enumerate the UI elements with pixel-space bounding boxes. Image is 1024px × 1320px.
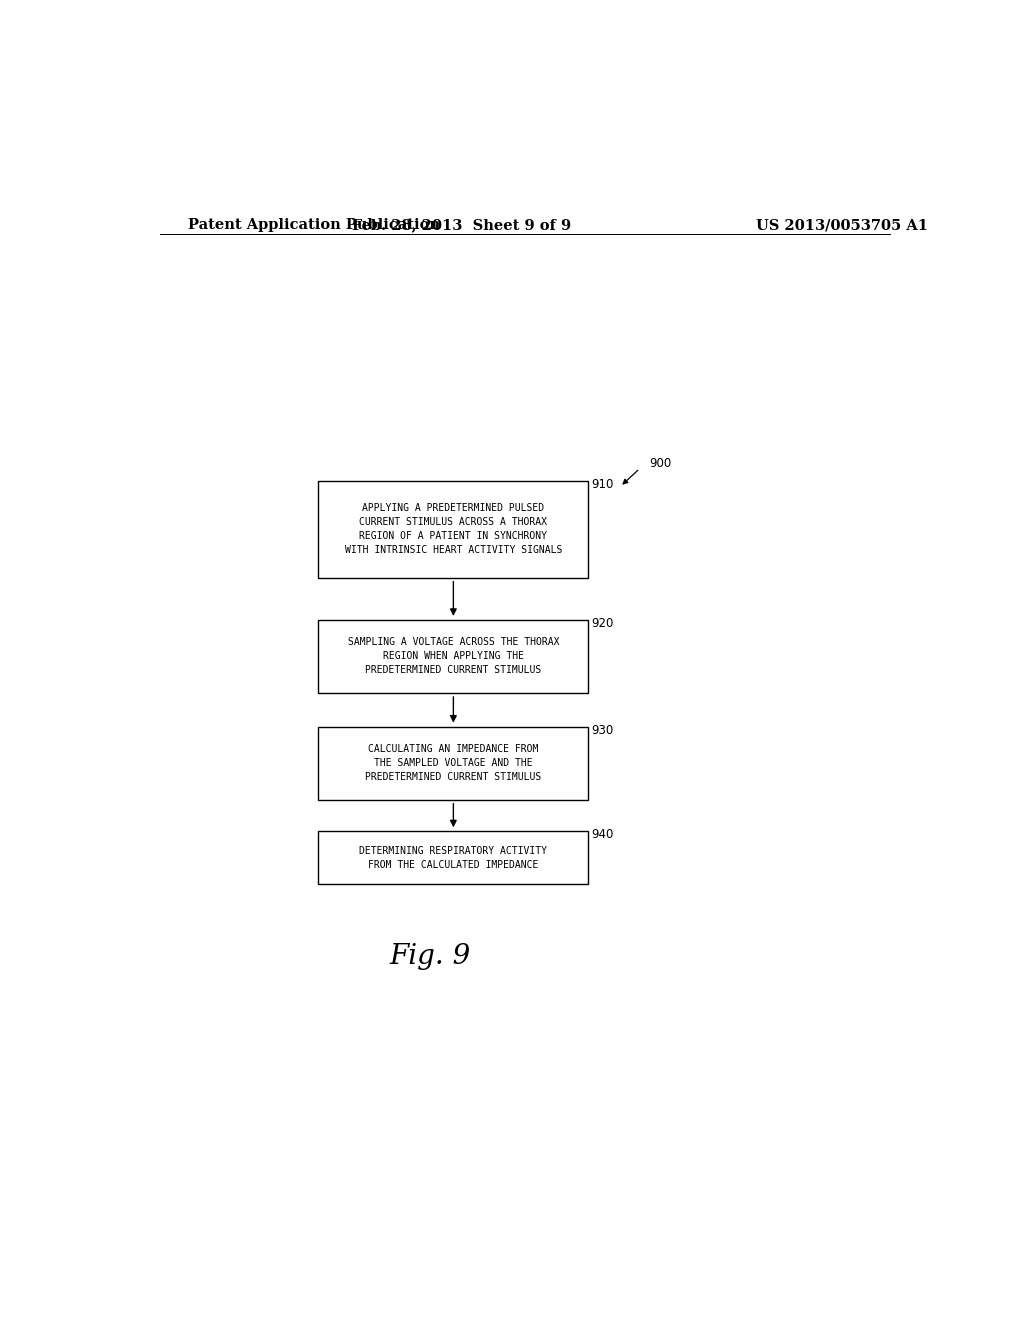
Text: APPLYING A PREDETERMINED PULSED
CURRENT STIMULUS ACROSS A THORAX
REGION OF A PAT: APPLYING A PREDETERMINED PULSED CURRENT …: [345, 503, 562, 556]
Text: CALCULATING AN IMPEDANCE FROM
THE SAMPLED VOLTAGE AND THE
PREDETERMINED CURRENT : CALCULATING AN IMPEDANCE FROM THE SAMPLE…: [366, 744, 542, 783]
Text: SAMPLING A VOLTAGE ACROSS THE THORAX
REGION WHEN APPLYING THE
PREDETERMINED CURR: SAMPLING A VOLTAGE ACROSS THE THORAX REG…: [347, 638, 559, 676]
Bar: [318, 726, 588, 800]
Text: US 2013/0053705 A1: US 2013/0053705 A1: [757, 219, 928, 232]
Bar: [318, 832, 588, 884]
Text: Feb. 28, 2013  Sheet 9 of 9: Feb. 28, 2013 Sheet 9 of 9: [352, 219, 570, 232]
Bar: [318, 480, 588, 578]
Text: 900: 900: [649, 457, 672, 470]
Text: Fig. 9: Fig. 9: [389, 942, 470, 970]
Text: 920: 920: [592, 616, 613, 630]
Text: 910: 910: [592, 478, 613, 491]
Text: 940: 940: [592, 828, 613, 841]
Bar: [318, 620, 588, 693]
Text: Patent Application Publication: Patent Application Publication: [187, 219, 439, 232]
Text: DETERMINING RESPIRATORY ACTIVITY
FROM THE CALCULATED IMPEDANCE: DETERMINING RESPIRATORY ACTIVITY FROM TH…: [359, 846, 548, 870]
Text: 930: 930: [592, 723, 613, 737]
